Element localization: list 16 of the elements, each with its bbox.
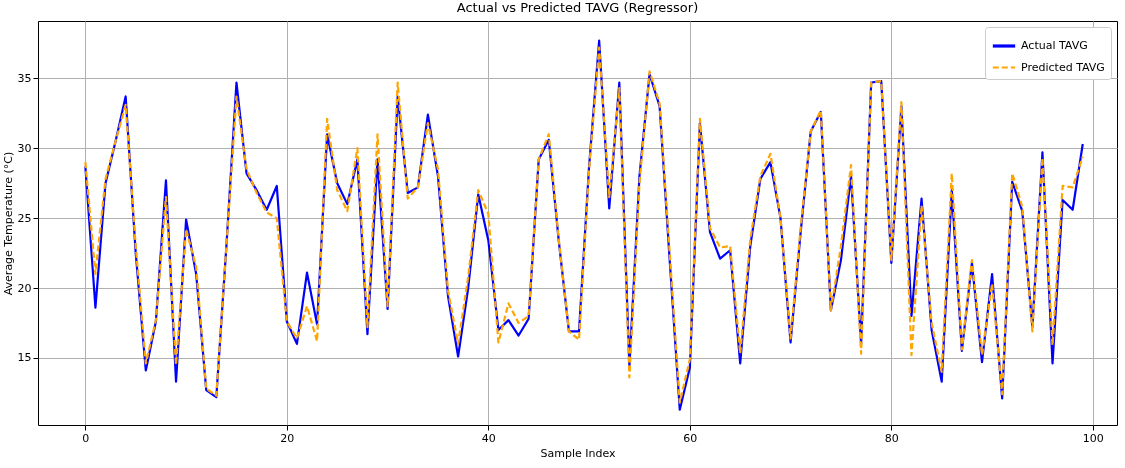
legend-label: Predicted TAVG bbox=[1021, 60, 1105, 74]
chart-title: Actual vs Predicted TAVG (Regressor) bbox=[456, 0, 699, 15]
x-axis-title: Sample Index bbox=[540, 446, 616, 460]
x-tick-label: 80 bbox=[884, 431, 899, 445]
y-axis-title: Average Temperature (°C) bbox=[1, 151, 15, 296]
x-tick-label: 100 bbox=[1082, 431, 1104, 445]
y-tick-label: 30 bbox=[17, 141, 32, 155]
x-tick-label: 0 bbox=[82, 431, 90, 445]
x-tick-label: 20 bbox=[280, 431, 295, 445]
y-tick-label: 20 bbox=[17, 281, 32, 295]
y-tick-label: 35 bbox=[17, 71, 32, 85]
y-tick-label: 15 bbox=[17, 351, 32, 365]
legend-label: Actual TAVG bbox=[1021, 39, 1088, 52]
x-tick-label: 40 bbox=[481, 431, 496, 445]
y-tick-label: 25 bbox=[17, 211, 32, 225]
x-tick-label: 60 bbox=[683, 431, 698, 445]
